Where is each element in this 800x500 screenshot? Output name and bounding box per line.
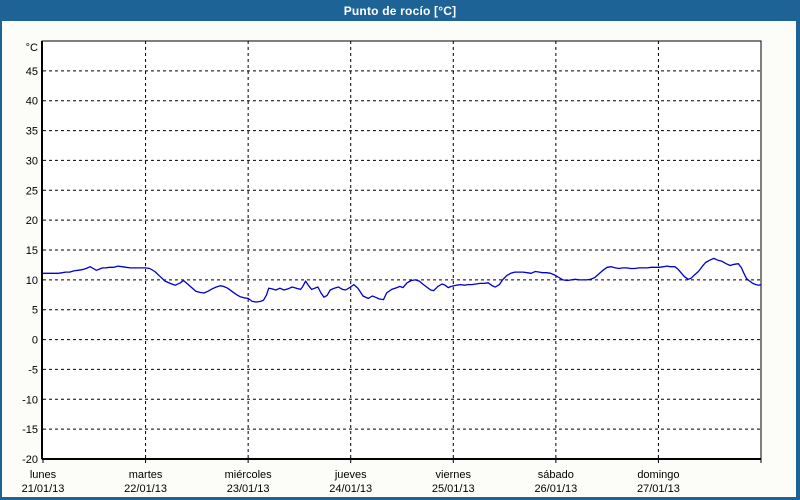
chart-title: Punto de rocío [°C]	[343, 3, 457, 18]
x-axis-date-label: 23/01/13	[227, 483, 270, 495]
y-axis-tick-label: -20	[22, 454, 38, 466]
x-axis-day-label: viernes	[436, 469, 472, 481]
x-axis-day-label: domingo	[637, 469, 679, 481]
x-axis-date-label: 24/01/13	[329, 483, 372, 495]
chart-content: 45 40 35 30 25 20 15 10 5 0 -5 -10 -15 -20 °C lunes 21/0…	[2, 21, 796, 497]
x-axis-day-label: miércoles	[225, 469, 273, 481]
y-axis-tick-label: 5	[32, 305, 38, 317]
y-axis-tick-label: -10	[22, 394, 38, 406]
chart-title-bar: Punto de rocío [°C]	[0, 0, 800, 21]
x-axis-date-label: 22/01/13	[124, 483, 167, 495]
y-axis-tick-label: -15	[22, 424, 38, 436]
y-axis-tick-label: 20	[26, 215, 38, 227]
dewpoint-line-chart: 45 40 35 30 25 20 15 10 5 0 -5 -10 -15 -20 °C lunes 21/0…	[22, 40, 762, 495]
y-axis-tick-label: 15	[26, 245, 38, 257]
y-axis-tick-label: 0	[32, 335, 38, 347]
y-axis-tick-label: -5	[28, 364, 38, 376]
x-axis-day-label: sábado	[538, 469, 574, 481]
y-axis-tick-label: 30	[26, 155, 38, 167]
x-axis-day-label: lunes	[30, 469, 57, 481]
x-axis-date-label: 26/01/13	[534, 483, 577, 495]
y-axis-tick-label: 40	[26, 96, 38, 108]
x-axis-date-label: 27/01/13	[637, 483, 680, 495]
x-axis-date-label: 21/01/13	[22, 483, 65, 495]
plot-area	[42, 41, 761, 459]
y-axis-tick-label: 25	[26, 185, 38, 197]
x-axis-date-label: 25/01/13	[432, 483, 475, 495]
x-axis-day-label: martes	[129, 469, 163, 481]
x-axis-day-label: jueves	[334, 469, 367, 481]
dewpoint-series-line	[42, 257, 762, 303]
y-axis-tick-label: 45	[26, 66, 38, 78]
y-axis-unit-label: °C	[26, 42, 38, 54]
y-axis-tick-label: 35	[26, 126, 38, 138]
y-axis-tick-label: 10	[26, 275, 38, 287]
